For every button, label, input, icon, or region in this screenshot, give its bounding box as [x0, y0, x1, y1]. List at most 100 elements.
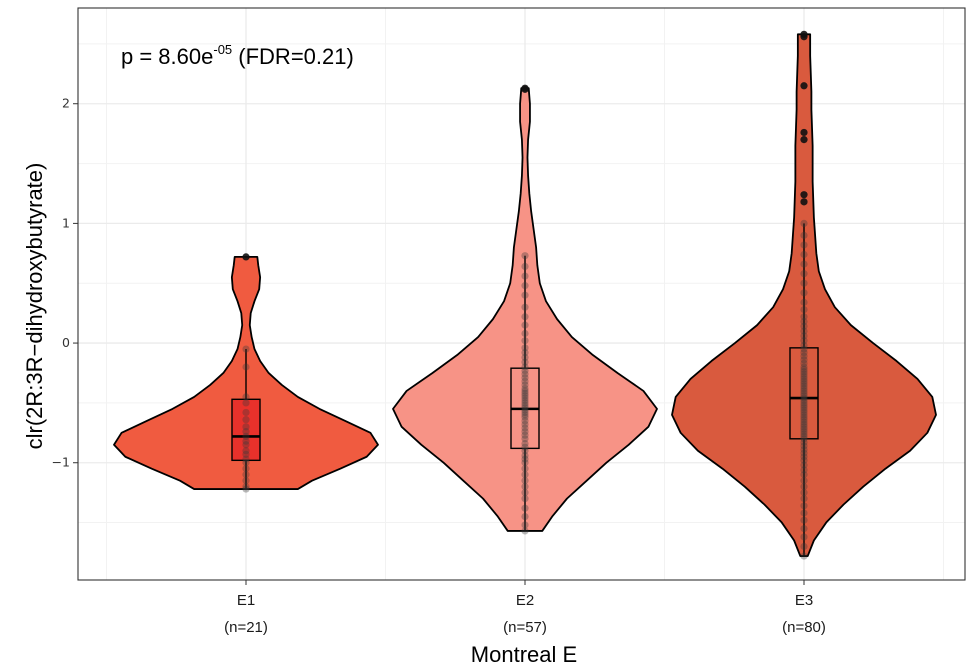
data-point [800, 270, 808, 278]
data-point [800, 533, 808, 541]
data-point [800, 298, 808, 306]
data-point [521, 353, 529, 362]
data-point [800, 423, 808, 431]
data-point [521, 443, 529, 451]
data-point [800, 128, 808, 137]
data-point [521, 512, 529, 521]
data-point [800, 382, 808, 390]
data-point [521, 435, 529, 443]
data-point [800, 313, 808, 321]
p-value-annotation: p = 8.60e-05 (FDR=0.21) [121, 42, 354, 69]
data-point [521, 377, 529, 385]
data-point [800, 552, 808, 560]
data-point [242, 459, 250, 467]
data-point [521, 428, 529, 436]
data-point [242, 471, 250, 479]
data-point [521, 406, 529, 414]
data-point [242, 455, 250, 463]
data-point [521, 504, 529, 512]
data-point [800, 456, 808, 464]
data-point [800, 352, 808, 360]
data-point [521, 447, 529, 455]
data-point [521, 394, 529, 402]
data-point [521, 411, 529, 419]
data-point [800, 365, 808, 373]
data-point [800, 509, 808, 517]
data-point [800, 327, 808, 335]
data-point [521, 303, 529, 311]
data-point [800, 322, 808, 330]
data-point [521, 381, 529, 389]
data-point [800, 477, 808, 485]
data-point [800, 406, 808, 414]
data-point [800, 356, 808, 364]
data-point [521, 451, 529, 460]
x-axis-title: Montreal E [471, 642, 577, 667]
data-point [242, 441, 250, 449]
data-point [242, 432, 250, 441]
data-point [521, 329, 529, 338]
data-point [800, 404, 808, 412]
data-point [521, 366, 529, 375]
data-point [800, 394, 808, 402]
data-point [800, 438, 808, 446]
data-point [242, 450, 250, 458]
data-point [800, 401, 808, 409]
data-point [800, 396, 808, 405]
data-point [800, 542, 808, 551]
data-point [521, 337, 529, 345]
data-point [521, 321, 529, 329]
data-point [521, 387, 529, 395]
data-point [521, 455, 529, 463]
data-point [521, 521, 529, 529]
data-point [800, 495, 808, 503]
data-point [800, 136, 808, 144]
x-tick-label: E2 [516, 592, 534, 609]
data-point [521, 344, 529, 352]
data-point [242, 393, 250, 401]
plot-border [77, 7, 966, 581]
data-point [800, 332, 808, 340]
data-point [800, 372, 808, 381]
data-point [800, 231, 808, 239]
data-point [521, 459, 529, 467]
data-point [242, 408, 250, 417]
y-axis-ticks: −1 0 1 2 [52, 96, 78, 470]
data-point [242, 416, 250, 424]
data-point [521, 471, 529, 479]
data-point [800, 466, 808, 474]
data-point [800, 416, 808, 424]
data-point [800, 432, 808, 441]
x-tick-label: E1 [237, 592, 255, 609]
data-point [800, 191, 808, 199]
data-point [521, 370, 529, 378]
data-point [800, 435, 808, 443]
data-point [800, 502, 808, 510]
p-value-suffix: (FDR=0.21) [232, 44, 354, 69]
data-point [521, 374, 529, 382]
data-point [800, 483, 808, 491]
data-point [521, 399, 529, 407]
data-point [800, 30, 808, 38]
data-point [521, 313, 529, 321]
data-point [800, 413, 808, 421]
data-point [521, 413, 529, 421]
data-point [800, 305, 808, 314]
data-point [800, 387, 808, 395]
data-point [242, 253, 250, 261]
data-point [521, 527, 529, 535]
data-point [800, 370, 808, 378]
data-point [521, 363, 529, 371]
data-point [521, 417, 529, 425]
data-point [800, 250, 808, 259]
data-point [800, 384, 808, 393]
box-e1 [231, 398, 261, 462]
data-point [242, 428, 250, 436]
y-tick-label: 2 [62, 96, 70, 111]
data-point [521, 282, 529, 290]
data-point [521, 389, 529, 397]
data-point [521, 489, 529, 497]
data-point [521, 483, 529, 491]
data-point [800, 399, 808, 407]
